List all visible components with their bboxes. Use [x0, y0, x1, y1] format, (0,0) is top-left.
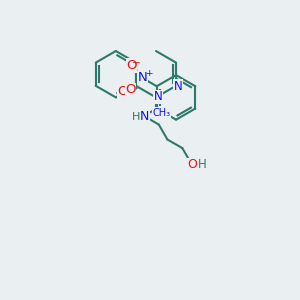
- Text: H: H: [132, 112, 141, 122]
- Text: H: H: [198, 158, 207, 171]
- Text: N: N: [140, 110, 149, 123]
- Text: O: O: [126, 59, 137, 72]
- Text: N: N: [154, 90, 163, 103]
- Text: −: −: [132, 58, 140, 68]
- Text: +: +: [145, 69, 152, 78]
- Text: CH₃: CH₃: [152, 108, 170, 118]
- Text: N: N: [138, 71, 148, 84]
- Text: O: O: [117, 85, 128, 98]
- Text: N: N: [174, 80, 183, 93]
- Text: O: O: [125, 83, 136, 96]
- Text: O: O: [188, 158, 197, 171]
